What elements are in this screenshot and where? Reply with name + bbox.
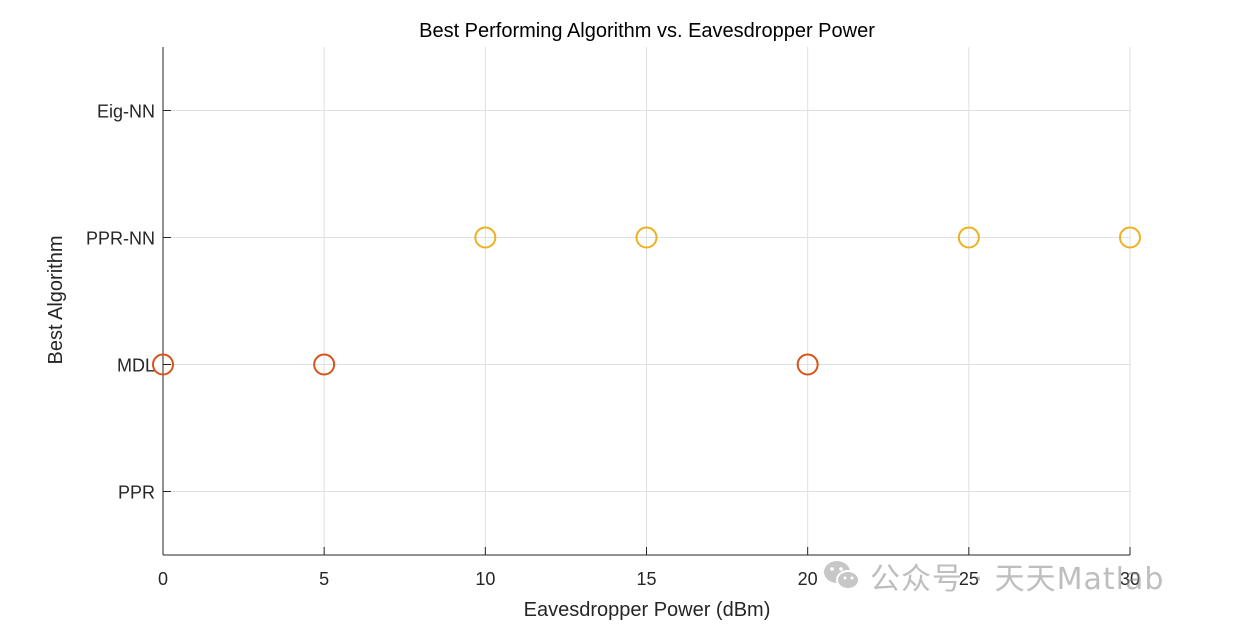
- data-point: [1119, 226, 1141, 249]
- wechat-icon: [824, 561, 860, 590]
- x-tick-label: 20: [798, 569, 818, 589]
- x-tick-label: 10: [475, 569, 495, 589]
- data-point: [474, 226, 497, 249]
- data-point: [152, 353, 174, 376]
- x-axis-label: Eavesdropper Power (dBm): [524, 599, 771, 621]
- x-tick-label: 5: [319, 569, 329, 589]
- grid: [162, 47, 1131, 555]
- data-point: [957, 226, 980, 249]
- y-tick-label: PPR-NN: [86, 229, 155, 249]
- x-tick-label: 0: [158, 569, 168, 589]
- data-point: [313, 353, 336, 376]
- y-tick-label: PPR: [118, 483, 155, 503]
- y-axis-label: Best Algorithm: [45, 236, 67, 365]
- watermark: 公众号 · 天天Matlab: [822, 554, 1164, 598]
- x-tick-label: 30: [1120, 569, 1140, 589]
- x-tick-label: 25: [959, 569, 979, 589]
- chart-title: Best Performing Algorithm vs. Eavesdropp…: [419, 20, 875, 42]
- data-point: [635, 226, 658, 249]
- data-points: [152, 226, 1141, 376]
- ticks: 0 5 10 15 20 25 30 PPR MDL PPR-NN Eig-NN: [86, 102, 1140, 590]
- data-point: [796, 353, 819, 376]
- x-tick-label: 15: [636, 569, 656, 589]
- watermark-text: 公众号 · 天天Matlab: [870, 562, 1165, 597]
- y-tick-label: Eig-NN: [97, 102, 155, 122]
- y-tick-label: MDL: [117, 356, 155, 376]
